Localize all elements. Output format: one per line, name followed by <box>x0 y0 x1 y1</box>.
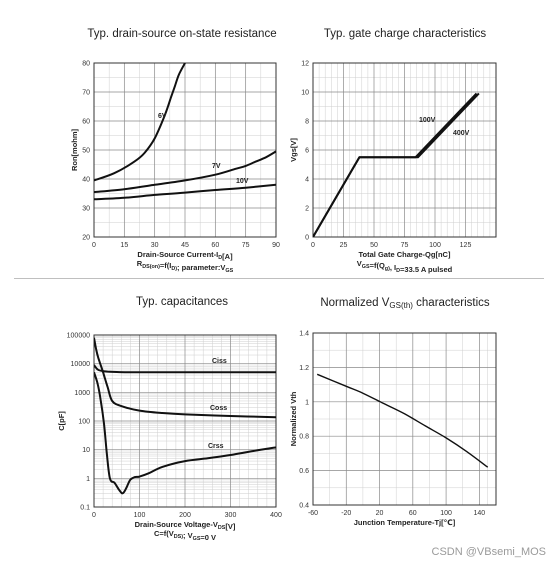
x-tick-label: 60 <box>409 510 417 517</box>
x-tick-label: 30 <box>151 242 159 249</box>
chart-gate <box>312 62 497 238</box>
chart-title-vth: Normalized VGS(th) characteristics <box>320 297 490 310</box>
y-tick-label: 1.4 <box>299 331 309 338</box>
chart-caption-gate: VGS=f(Qg), ID=33.5 A pulsed <box>357 259 453 274</box>
y-tick-label: 30 <box>82 206 90 213</box>
y-tick-label: 8 <box>305 119 309 126</box>
x-tick-label: 75 <box>401 242 409 249</box>
y-tick-label: 10 <box>82 447 90 454</box>
x-tick-label: 0 <box>92 512 96 519</box>
series-annotation: 10V <box>236 178 249 185</box>
y-tick-label: 0 <box>305 235 309 242</box>
y-axis-label-vth: Normalized Vth <box>289 391 298 446</box>
x-axis-label-rdson: Drain-Source Current-ID[A] <box>137 250 233 261</box>
series-line-cap-Crss <box>94 371 276 495</box>
y-tick-label: 0.4 <box>299 503 309 510</box>
x-tick-label: 300 <box>225 512 237 519</box>
chart-caption-rdson: RDS(on)=f(ID); parameter:VGS <box>137 259 234 274</box>
y-tick-label: 20 <box>82 235 90 242</box>
series-annotation: 7V <box>212 163 221 170</box>
series-annotation: 100V <box>419 117 436 124</box>
y-tick-label: 10000 <box>71 361 91 368</box>
y-tick-label: 100000 <box>67 333 90 340</box>
plot-frame-cap <box>93 334 277 508</box>
y-tick-label: 70 <box>82 90 90 97</box>
y-tick-label: 1000 <box>74 390 90 397</box>
chart-title-rdson: Typ. drain-source on-state resistance <box>87 28 276 40</box>
y-tick-label: 4 <box>305 177 309 184</box>
x-tick-label: 400 <box>270 512 282 519</box>
y-tick-label: 1 <box>305 399 309 406</box>
y-tick-label: 12 <box>301 61 309 68</box>
x-tick-label: 75 <box>242 242 250 249</box>
y-tick-label: 0.8 <box>299 434 309 441</box>
series-annotation: 6V <box>158 113 167 120</box>
y-tick-label: 1.2 <box>299 365 309 372</box>
y-tick-label: 10 <box>301 90 309 97</box>
y-tick-label: 50 <box>82 148 90 155</box>
x-tick-label: 50 <box>370 242 378 249</box>
y-axis-label-rdson: Ron[mohm] <box>70 128 79 171</box>
series-line-cap-Coss <box>94 337 276 419</box>
y-axis-label-gate: Vgs[V] <box>289 138 298 162</box>
x-tick-label: 90 <box>272 242 280 249</box>
series-line-cap-Ciss <box>94 364 276 374</box>
x-axis-label-vth: Junction Temperature-Tj[℃] <box>354 518 456 527</box>
x-tick-label: 100 <box>429 242 441 249</box>
chart-title-gate: Typ. gate charge characteristics <box>324 28 487 40</box>
y-tick-label: 60 <box>82 119 90 126</box>
watermark-text: CSDN @VBsemi_MOS <box>431 546 546 558</box>
x-tick-label: 0 <box>311 242 315 249</box>
x-tick-label: -60 <box>308 510 318 517</box>
chart-title-cap: Typ. capacitances <box>136 296 228 308</box>
chart-rdson <box>93 62 277 238</box>
series-annotation: Coss <box>210 405 227 412</box>
x-tick-label: 125 <box>460 242 472 249</box>
x-tick-label: 15 <box>120 242 128 249</box>
x-tick-label: 140 <box>474 510 486 517</box>
chart-caption-cap: C=f(VDS); VGS=0 V <box>154 529 216 542</box>
chart-cap <box>93 334 277 508</box>
y-tick-label: 80 <box>82 61 90 68</box>
chart-vth <box>312 332 497 506</box>
x-tick-label: 0 <box>92 242 96 249</box>
section-divider <box>14 278 544 279</box>
x-tick-label: 45 <box>181 242 189 249</box>
x-tick-label: 25 <box>340 242 348 249</box>
plot-frame-vth <box>312 332 497 506</box>
series-annotation: 400V <box>453 130 470 137</box>
series-annotation: Ciss <box>212 358 227 365</box>
x-axis-label-cap: Drain-Source Voltage-VDS[V] <box>135 520 236 531</box>
series-line-vth-0 <box>316 373 489 468</box>
y-tick-label: 40 <box>82 177 90 184</box>
x-tick-label: 100 <box>134 512 146 519</box>
y-tick-label: 1 <box>86 476 90 483</box>
x-tick-label: 100 <box>440 510 452 517</box>
x-tick-label: 60 <box>211 242 219 249</box>
x-tick-label: -20 <box>341 510 351 517</box>
x-tick-label: 20 <box>376 510 384 517</box>
y-tick-label: 0.1 <box>80 505 90 512</box>
y-tick-label: 0.6 <box>299 468 309 475</box>
y-tick-label: 6 <box>305 148 309 155</box>
y-tick-label: 100 <box>78 419 90 426</box>
y-tick-label: 2 <box>305 206 309 213</box>
series-line-rdson-6V <box>94 63 186 182</box>
plot-frame-gate <box>312 62 497 238</box>
x-tick-label: 200 <box>179 512 191 519</box>
series-annotation: Crss <box>208 443 224 450</box>
x-axis-label-gate: Total Gate Charge-Qg[nC] <box>359 250 451 259</box>
series-line-rdson-10V <box>94 183 276 201</box>
series-line-gate-400V <box>313 92 480 237</box>
y-axis-label-cap: C[pF] <box>57 411 66 431</box>
series-line-rdson-7V <box>94 150 276 194</box>
